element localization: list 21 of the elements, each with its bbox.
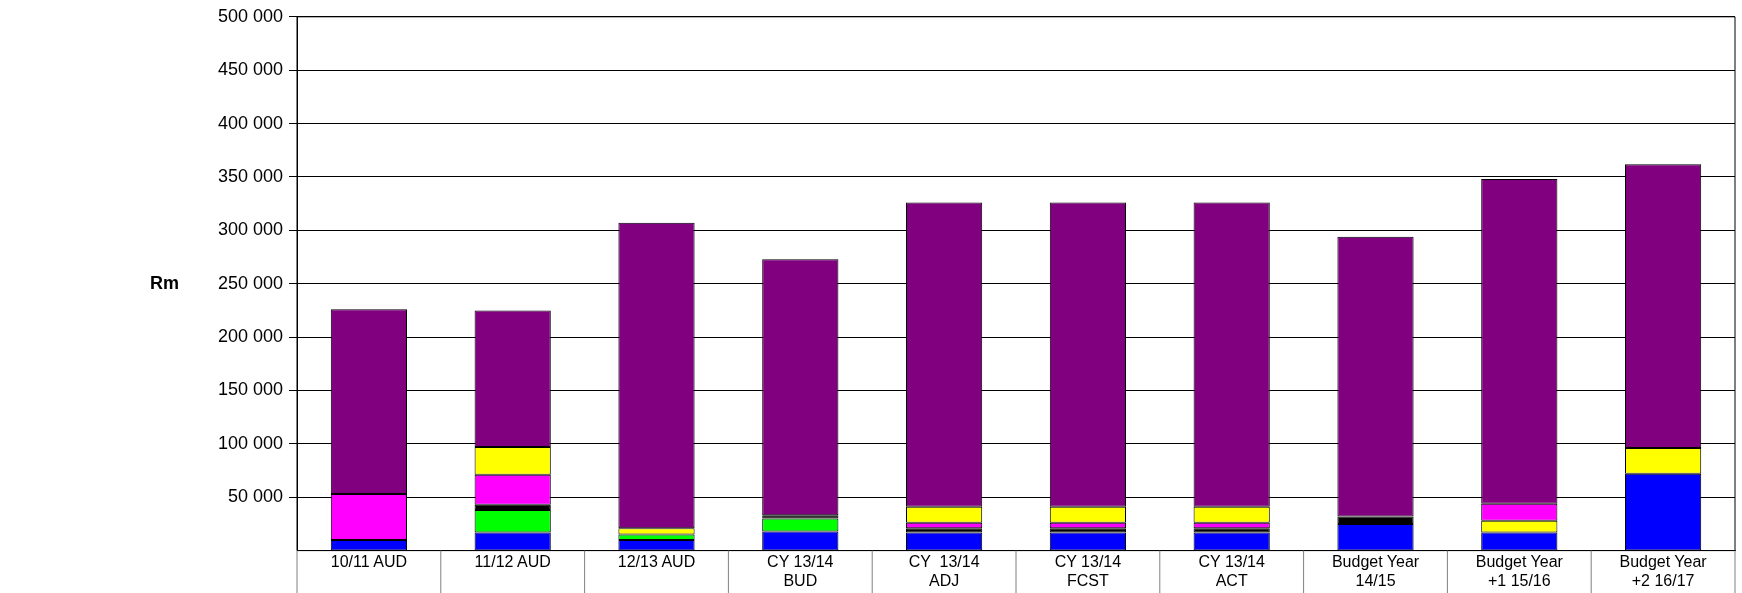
x-tick-label: CY 13/14 ACT: [1198, 552, 1266, 589]
y-axis-title: Rm: [150, 272, 180, 293]
x-tick-label: CY 13/14 FCST: [1054, 552, 1122, 589]
y-tick-label: 100 000: [217, 432, 283, 453]
x-tick-label: Budget Year +2 16/17: [1619, 552, 1708, 589]
y-tick-label: 450 000: [217, 59, 283, 80]
y-tick-label: 350 000: [217, 165, 283, 186]
x-tick-label: Budget Year +1 15/16: [1475, 552, 1564, 589]
x-tick-label: 12/13 AUD: [617, 552, 696, 570]
y-tick-label: 200 000: [217, 326, 283, 347]
y-tick-label: 300 000: [217, 219, 283, 240]
x-tick-label: CY 13/14 ADJ: [908, 552, 980, 589]
y-tick-label: 150 000: [217, 379, 283, 400]
x-tick-label: Budget Year 14/15: [1331, 552, 1420, 589]
x-tick-label: 11/12 AUD: [474, 552, 551, 570]
y-tick-label: 50 000: [227, 486, 283, 507]
x-tick-label: 10/11 AUD: [330, 552, 407, 570]
y-tick-label: 500 000: [217, 5, 283, 26]
y-tick-label: 400 000: [217, 112, 283, 133]
x-tick-label: CY 13/14 BUD: [767, 552, 834, 589]
y-tick-label: 250 000: [217, 272, 283, 293]
